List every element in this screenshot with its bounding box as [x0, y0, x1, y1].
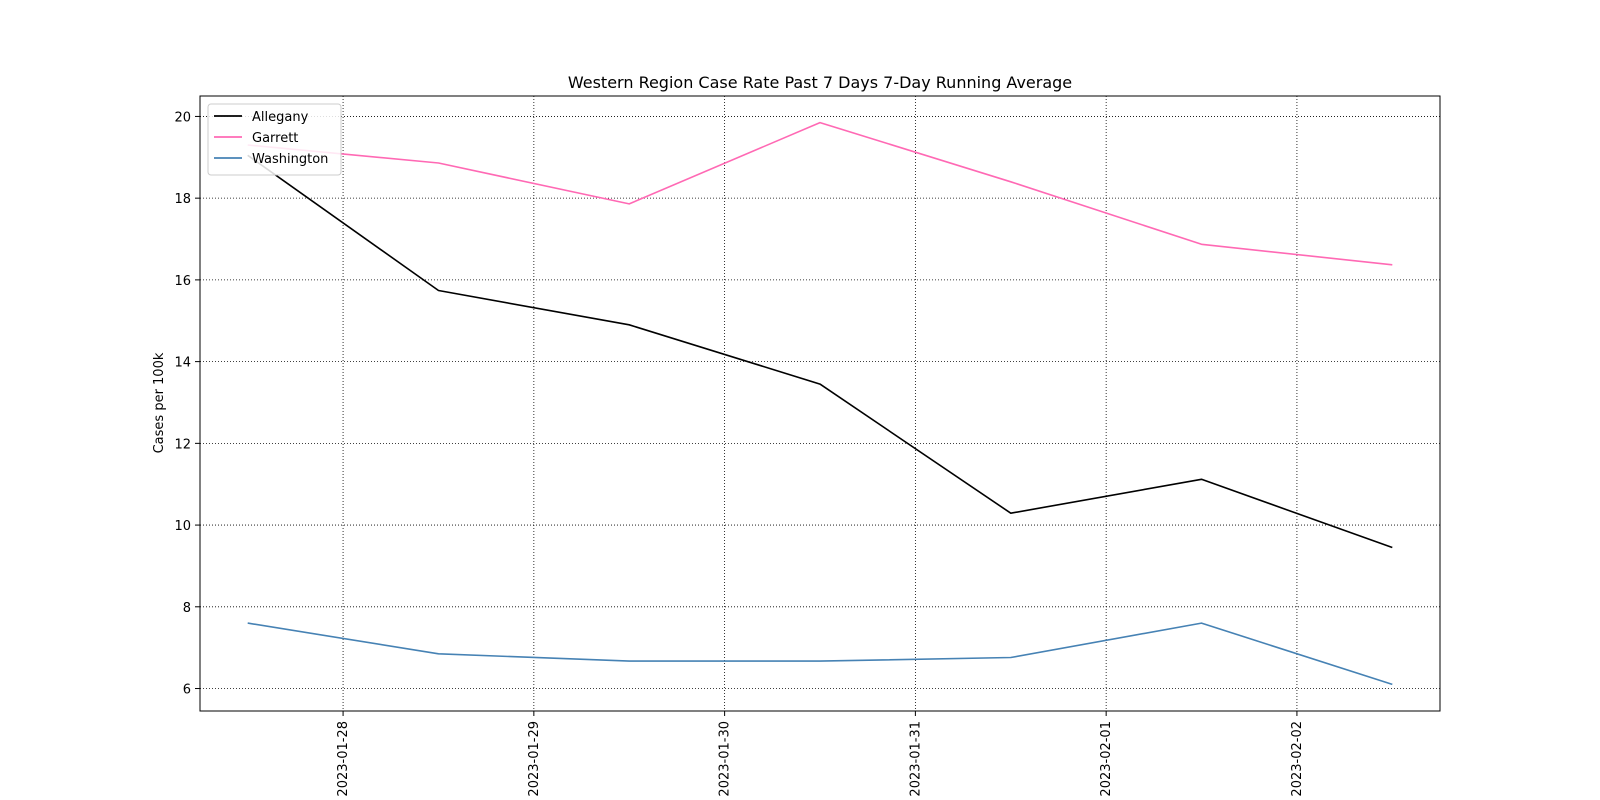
y-tick-label: 12: [174, 437, 191, 452]
series-line-garrett: [247, 121, 1393, 266]
y-tick-label: 8: [183, 601, 191, 616]
y-axis-label: Cases per 100k: [152, 352, 167, 453]
grid-layer: [200, 96, 1440, 711]
x-tick-label: 2023-02-01: [1099, 721, 1114, 797]
tick-layer: 2023-01-28 2023-01-29 2023-01-30 2023-01-31…: [174, 110, 1304, 796]
legend-label-garrett: Garrett: [252, 131, 298, 146]
series-line-washington: [247, 622, 1393, 686]
x-tick-label: 2023-01-30: [718, 721, 733, 797]
plot-frame: [199, 95, 1441, 712]
x-tick-label: 2023-01-29: [527, 721, 542, 797]
chart-title: Western Region Case Rate Past 7 Days 7-D…: [568, 73, 1072, 92]
y-tick-label: 16: [174, 274, 191, 289]
series-line-allegany: [247, 154, 1393, 549]
legend-label-allegany: Allegany: [252, 110, 309, 125]
x-tick-label: 2023-01-31: [908, 721, 923, 797]
y-tick-label: 18: [174, 192, 191, 207]
legend-label-washington: Washington: [252, 152, 328, 167]
y-tick-label: 20: [174, 110, 191, 125]
y-tick-label: 10: [174, 519, 191, 534]
legend: Allegany Garrett Washington: [207, 103, 342, 176]
y-tick-label: 6: [183, 683, 191, 698]
y-tick-label: 14: [174, 356, 191, 371]
series-layer: [247, 121, 1393, 686]
x-tick-label: 2023-01-28: [336, 721, 351, 797]
x-tick-label: 2023-02-02: [1290, 721, 1305, 797]
